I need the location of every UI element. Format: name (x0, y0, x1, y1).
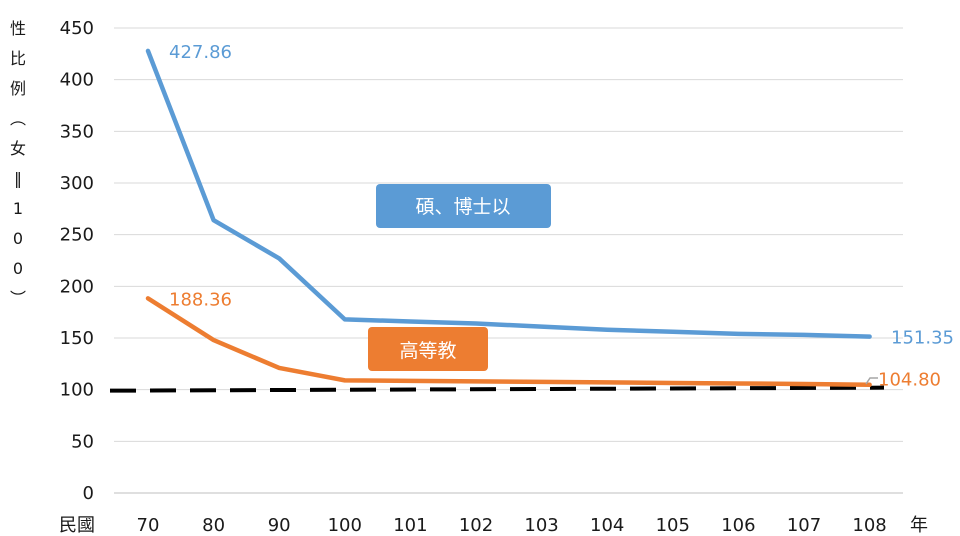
reference-line-group (109, 385, 885, 393)
data-label-start: 427.86 (169, 42, 232, 63)
x-tick-label: 90 (268, 515, 291, 536)
y-tick-labels: 0 50 100 150 200 250 300 350 400 450 (60, 18, 94, 504)
y-axis-label-char: ‖ (14, 169, 22, 188)
y-axis-label-char: 比 (10, 49, 26, 68)
x-tick-labels: 70 80 90 100 101 102 103 104 105 106 107 108 民國 年 (59, 515, 928, 536)
x-tick-label: 80 (202, 515, 225, 536)
y-axis-label-char: 女 (10, 139, 26, 158)
x-tick-label: 101 (393, 515, 427, 536)
y-tick-label: 150 (60, 328, 94, 349)
x-axis-unit: 年 (910, 515, 928, 536)
x-tick-label: 105 (656, 515, 690, 536)
y-axis-label-char: 0 (13, 229, 23, 248)
gridlines (114, 27, 903, 494)
x-tick-label: 100 (328, 515, 362, 536)
series-name-box (376, 184, 551, 228)
series-name-label: 高等教 (399, 340, 456, 362)
x-tick-label: 103 (524, 515, 558, 536)
y-axis-label-char: 性 (10, 19, 26, 38)
y-tick-label: 300 (60, 173, 94, 194)
y-tick-label: 100 (60, 380, 94, 401)
y-axis-label: 性比例 ︵ 女 ‖ 1 0 0 ︶ (10, 19, 26, 308)
leader-line (865, 377, 878, 385)
series-line (145, 296, 872, 387)
x-tick-label: 107 (787, 515, 821, 536)
y-tick-label: 50 (71, 431, 94, 452)
y-tick-label: 250 (60, 225, 94, 246)
data-labels: 427.86 188.36 151.35 104.80 (169, 42, 954, 391)
series-name-label: 碩、博士以 (415, 196, 510, 218)
y-tick-label: 0 (83, 483, 94, 504)
x-axis-prefix: 民國 (59, 515, 95, 536)
y-axis-label-char: 1 (13, 199, 23, 218)
y-axis-label-char: 例 (10, 79, 26, 98)
series-line (145, 48, 872, 339)
x-tick-label: 102 (459, 515, 493, 536)
series-lines (145, 48, 872, 387)
reference-line (109, 385, 885, 393)
x-tick-label: 106 (721, 515, 755, 536)
y-tick-label: 400 (60, 70, 94, 91)
y-tick-label: 450 (60, 18, 94, 39)
y-axis-label-char: 0 (13, 259, 23, 278)
y-axis-label-char: ︵ (10, 109, 26, 128)
y-tick-label: 350 (60, 121, 94, 142)
y-tick-label: 200 (60, 276, 94, 297)
x-tick-label: 70 (137, 515, 160, 536)
data-label-end: 104.80 (878, 370, 941, 391)
data-label-start: 188.36 (169, 289, 232, 310)
x-tick-label: 104 (590, 515, 624, 536)
x-tick-label: 108 (852, 515, 886, 536)
data-label-end: 151.35 (891, 328, 954, 349)
series-name-box (368, 327, 488, 371)
y-axis-label-char: ︶ (10, 289, 26, 308)
